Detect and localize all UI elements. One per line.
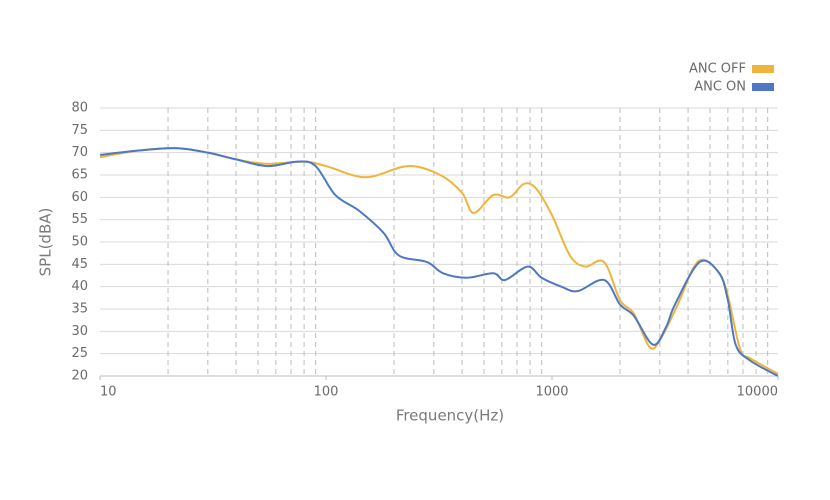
- legend-swatch: [752, 65, 774, 73]
- y-tick-label: 25: [71, 346, 88, 361]
- x-axis-title: Frequency(Hz): [396, 407, 504, 425]
- series-line: [99, 147, 779, 375]
- legend-swatch: [752, 83, 774, 91]
- y-tick-label: 40: [71, 279, 88, 294]
- x-tick-label: 100: [314, 385, 339, 400]
- x-tick-label: 1000: [535, 385, 568, 400]
- legend-label: ANC ON: [694, 80, 746, 95]
- x-tick-label: 10000: [737, 385, 778, 400]
- y-tick-label: 45: [71, 257, 88, 272]
- y-tick-label: 20: [71, 369, 88, 384]
- y-tick-label: 75: [71, 123, 88, 138]
- y-tick-label: 50: [71, 235, 88, 250]
- y-tick-label: 35: [71, 302, 88, 317]
- y-axis-title: SPL(dBA): [37, 208, 55, 277]
- y-tick-label: 30: [71, 324, 88, 339]
- y-tick-label: 70: [71, 145, 88, 160]
- legend-label: ANC OFF: [689, 62, 746, 77]
- y-tick-label: 65: [71, 168, 88, 183]
- y-tick-label: 55: [71, 212, 88, 227]
- y-tick-label: 80: [71, 101, 88, 116]
- y-tick-label: 60: [71, 190, 88, 205]
- series-line: [99, 147, 779, 377]
- x-tick-label: 10: [100, 385, 117, 400]
